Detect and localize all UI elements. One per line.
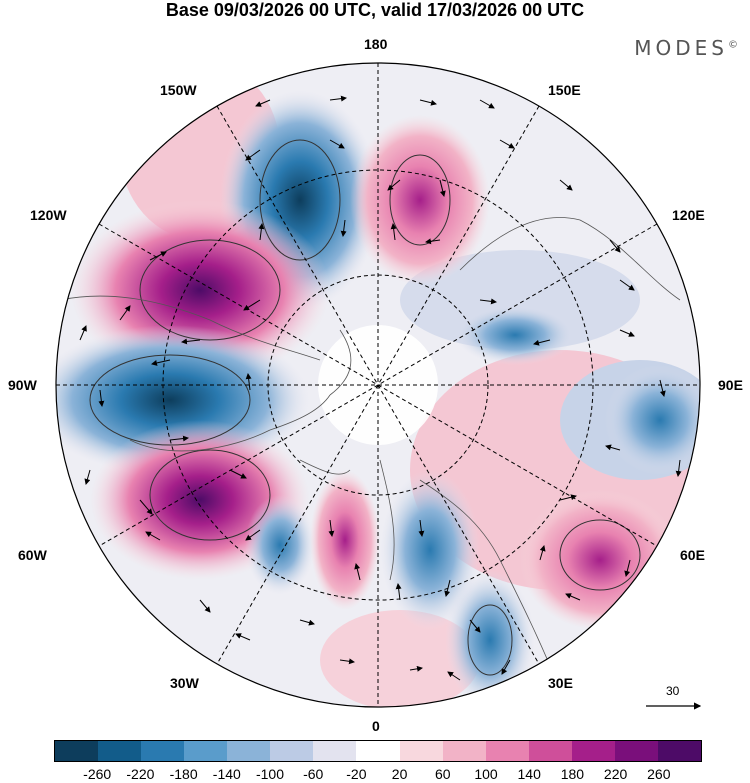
colorbar-tick-label: 100: [474, 766, 498, 782]
lon-label-90w: 90W: [8, 377, 37, 393]
lon-label-30w: 30W: [170, 675, 199, 691]
colorbar-tick-label: -180: [169, 766, 198, 782]
colorbar-tick-label: -140: [212, 766, 241, 782]
wind-vectors: [79, 95, 682, 681]
anomaly-central-asia-high: [520, 490, 680, 630]
lon-label-150w: 150W: [160, 82, 197, 98]
colorbar-swatch: [141, 741, 185, 761]
colorbar-swatch: [227, 741, 271, 761]
colorbar-swatch: [55, 741, 99, 761]
lon-label-180: 180: [364, 36, 388, 52]
colorbar-swatch: [571, 741, 615, 761]
anomaly-europe-low: [380, 470, 480, 630]
brand-mark: ©: [728, 39, 738, 51]
anomaly-field: [56, 63, 700, 707]
colorbar-swatch: [313, 741, 357, 761]
lon-label-30e: 30E: [548, 675, 573, 691]
colorbar-swatch: [442, 741, 486, 761]
contour-lines: [89, 139, 641, 676]
lon-label-90e: 90E: [718, 377, 743, 393]
colorbar-tick-label: 20: [391, 766, 408, 782]
colorbar-swatch: [614, 741, 658, 761]
lon-label-0: 0: [372, 718, 380, 734]
colorbar-tick-label: 220: [603, 766, 628, 782]
colorbar-swatch: [657, 741, 701, 761]
colorbar-tick-label: -20: [346, 766, 367, 782]
colorbar-swatch: [184, 741, 228, 761]
colorbar-tick-label: 60: [435, 766, 451, 782]
map-boundary: [55, 62, 701, 708]
brand-logo: MODES©: [634, 36, 738, 60]
colorbar-swatch: [98, 741, 142, 761]
colorbar-tick-label: 260: [647, 766, 671, 782]
colorbar: [54, 740, 702, 762]
colorbar-tick-label: -220: [126, 766, 155, 782]
colorbar-tick-label: -260: [83, 766, 112, 782]
coastlines: [59, 217, 681, 691]
lon-label-120e: 120E: [672, 207, 705, 223]
colorbar-swatch: [356, 741, 400, 761]
colorbar-swatch: [528, 741, 572, 761]
map-title: Base 09/03/2026 00 UTC, valid 17/03/2026…: [165, 0, 585, 20]
colorbar-tick-label: 180: [560, 766, 585, 782]
colorbar-swatch: [270, 741, 314, 761]
colorbar-tick-label: -100: [255, 766, 285, 782]
graticule: [56, 63, 700, 707]
lon-label-60w: 60W: [18, 547, 47, 563]
colorbar-tick-label: -60: [303, 766, 324, 782]
colorbar-swatch: [399, 741, 443, 761]
lon-label-60e: 60E: [680, 547, 705, 563]
brand-text: MODES: [634, 36, 728, 60]
reference-vector-label: 30: [666, 684, 680, 698]
anomaly-siberia-high: [350, 115, 490, 285]
colorbar-tick-label: 140: [517, 766, 541, 782]
lon-label-120w: 120W: [30, 207, 67, 223]
lon-label-150e: 150E: [548, 82, 581, 98]
colorbar-swatch: [485, 741, 529, 761]
